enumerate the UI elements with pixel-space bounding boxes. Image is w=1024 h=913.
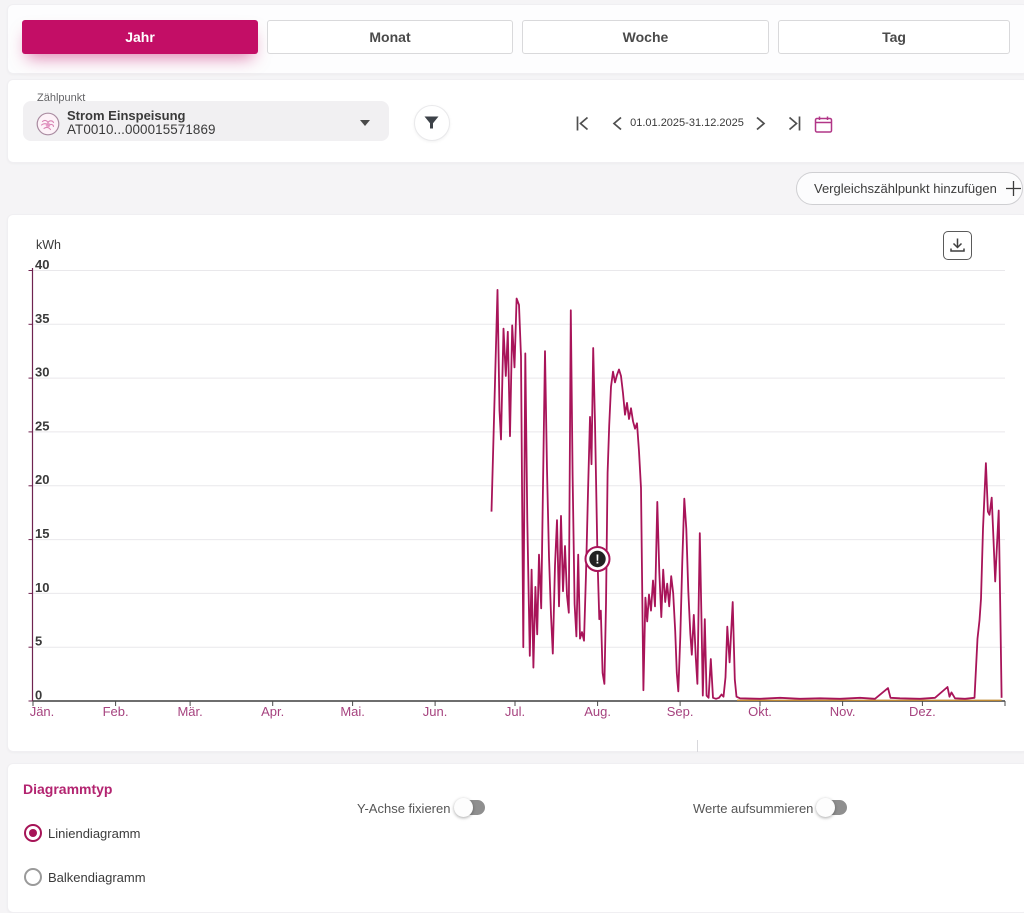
svg-text:10: 10: [35, 580, 49, 595]
svg-text:Okt.: Okt.: [748, 704, 772, 719]
svg-text:kWh: kWh: [36, 238, 61, 252]
svg-text:Sep.: Sep.: [667, 704, 694, 719]
svg-text:25: 25: [35, 418, 49, 433]
svg-text:30: 30: [35, 365, 49, 380]
svg-text:Dez.: Dez.: [909, 704, 936, 719]
svg-text:Jun.: Jun.: [423, 704, 448, 719]
svg-text:15: 15: [35, 526, 49, 541]
svg-text:!: !: [595, 553, 599, 567]
svg-text:Feb.: Feb.: [103, 704, 129, 719]
svg-text:35: 35: [35, 311, 49, 326]
svg-text:40: 40: [35, 257, 49, 272]
svg-text:Nov.: Nov.: [830, 704, 856, 719]
svg-text:20: 20: [35, 472, 49, 487]
svg-text:5: 5: [35, 634, 42, 649]
svg-text:Mai.: Mai.: [340, 704, 365, 719]
svg-text:Apr.: Apr.: [261, 704, 284, 719]
svg-text:Aug.: Aug.: [584, 704, 611, 719]
svg-text:Jul.: Jul.: [505, 704, 525, 719]
svg-text:Mär.: Mär.: [177, 704, 202, 719]
svg-text:0: 0: [35, 688, 42, 703]
svg-text:Jän.: Jän.: [30, 704, 55, 719]
